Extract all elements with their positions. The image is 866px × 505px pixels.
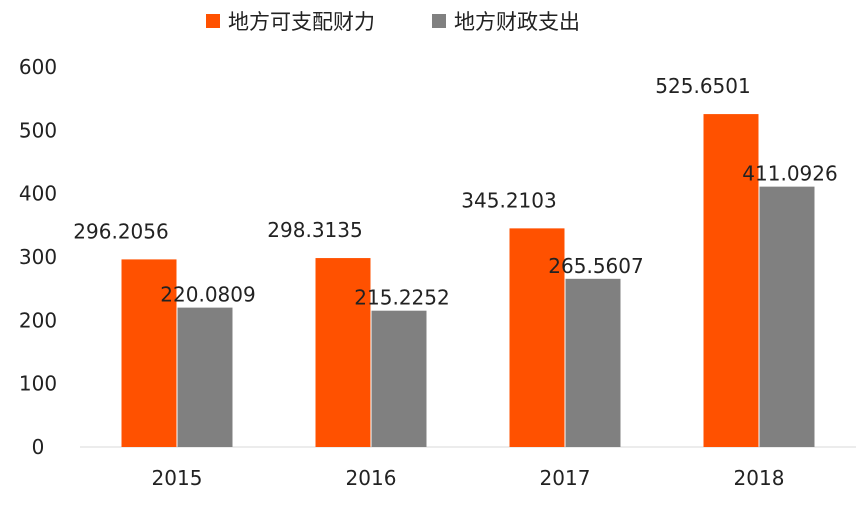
data-label: 220.0809 — [160, 283, 255, 307]
bar-disposable-revenue-2018 — [703, 114, 759, 448]
y-tick-label: 200 — [19, 308, 57, 332]
x-tick-label: 2015 — [152, 466, 203, 490]
y-tick-label: 400 — [19, 182, 57, 206]
legend: 地方可支配财力 地方财政支出 — [0, 0, 866, 40]
data-label: 215.2252 — [354, 286, 449, 310]
data-label: 298.3135 — [267, 218, 362, 242]
y-tick-label: 0 — [32, 435, 45, 459]
data-label: 525.6501 — [655, 74, 750, 98]
legend-label-series-1: 地方可支配财力 — [228, 10, 375, 34]
legend-swatch-series-1 — [206, 14, 220, 28]
data-label: 411.0926 — [742, 162, 837, 186]
legend-label-series-2: 地方财政支出 — [454, 10, 580, 34]
data-label: 265.5607 — [548, 254, 643, 278]
bar-disposable-revenue-2017 — [509, 228, 565, 447]
data-label: 345.2103 — [461, 188, 556, 212]
legend-item-series-2: 地方财政支出 — [432, 6, 580, 36]
x-tick-label: 2017 — [540, 466, 591, 490]
y-tick-label: 500 — [19, 118, 57, 142]
legend-swatch-series-2 — [432, 14, 446, 28]
bar-fiscal-expenditure-2015 — [177, 307, 233, 447]
bar-fiscal-expenditure-2018 — [759, 186, 815, 447]
x-tick-label: 2016 — [346, 466, 397, 490]
bar-fiscal-expenditure-2016 — [371, 310, 427, 447]
bar-disposable-revenue-2016 — [315, 258, 371, 447]
y-tick-label: 100 — [19, 372, 57, 396]
x-tick-label: 2018 — [734, 466, 785, 490]
y-tick-label: 300 — [19, 245, 57, 269]
data-label: 296.2056 — [73, 219, 168, 243]
bar-fiscal-expenditure-2017 — [565, 278, 621, 447]
bar-disposable-revenue-2015 — [121, 259, 177, 447]
legend-item-series-1: 地方可支配财力 — [206, 6, 375, 36]
y-tick-label: 600 — [19, 55, 57, 79]
